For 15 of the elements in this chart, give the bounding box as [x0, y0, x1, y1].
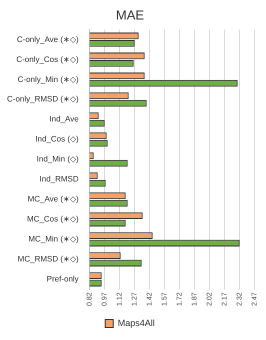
y-tick-label: C-only_RMSD (∗◇) — [7, 94, 80, 104]
y-tick-label: MC_Ave (∗◇) — [28, 194, 79, 204]
chart-title: MAE — [116, 7, 144, 22]
legend-label: Maps4All — [118, 318, 155, 328]
y-tick-label: Pref-only — [46, 274, 79, 284]
y-tick-label: Ind_RMSD — [40, 174, 79, 184]
y-tick-label: Ind_Cos (◇) — [35, 134, 79, 144]
y-tick-label: Ind_Min (◇) — [36, 154, 80, 164]
y-tick-label: C-only_Min (∗◇) — [18, 74, 79, 84]
y-tick-label: MC_Min (∗◇) — [28, 234, 79, 244]
y-tick-label: Ind_Ave — [49, 114, 80, 124]
y-tick-label: C-only_Ave (∗◇) — [16, 34, 79, 44]
y-tick-label: MC_Cos (∗◇) — [27, 214, 80, 224]
y-tick-label: C-only_Cos (∗◇) — [16, 54, 80, 64]
y-tick-label: MC_RMSD (∗◇) — [18, 254, 80, 264]
